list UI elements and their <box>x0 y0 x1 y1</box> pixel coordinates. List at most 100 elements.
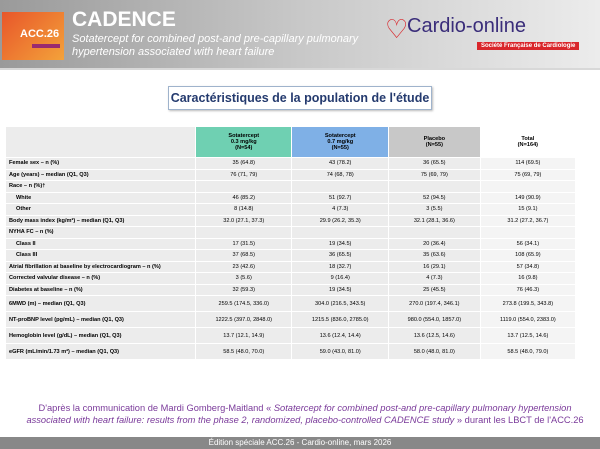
table-cell: 58.0 (48.0, 81.0) <box>387 343 481 360</box>
row-label: Class II <box>5 237 196 250</box>
baseline-table: Sotatercept 0.3 mg/kg (N=54) Sotatercept 0.7… <box>5 126 577 360</box>
table-row: Race – n (%)† <box>5 180 577 193</box>
row-label: Diabetes at baseline – n (%) <box>5 283 196 296</box>
table-cell: 13.7 (12.1, 14.9) <box>194 327 293 344</box>
section-title: Caractéristiques de la population de l'é… <box>168 86 432 110</box>
table-cell <box>291 226 389 239</box>
table-cell: 1215.5 (836.0, 2785.0) <box>291 311 389 328</box>
table-row: White 46 (85.2) 51 (92.7) 52 (94.5) 149 (90.… <box>5 191 577 204</box>
table-cell: 13.7 (12.5, 14.6) <box>479 327 577 344</box>
table-row: Diabetes at baseline – n (%) 32 (59.3) 19 … <box>5 283 577 296</box>
column-header-line: 0.3 mg/kg <box>230 139 257 145</box>
column-header-line: Placebo <box>423 136 446 142</box>
table-cell: 17 (31.5) <box>194 237 293 250</box>
table-cell: 9 (16.4) <box>291 272 389 285</box>
table-cell: 18 (32.7) <box>291 260 389 273</box>
heart-icon: ♡ <box>385 14 409 44</box>
column-header-line: (N=54) <box>235 145 253 151</box>
row-label: Hemoglobin level (g/dL) – median (Q1, Q3… <box>5 327 196 344</box>
column-header-line: 0.7 mg/kg <box>327 139 354 145</box>
table-cell: 75 (69, 79) <box>479 168 577 181</box>
table-cell <box>194 226 293 239</box>
table-cell: 3 (5.5) <box>387 203 481 216</box>
table-cell: 32 (59.3) <box>194 283 293 296</box>
table-row: Class III 37 (68.5) 36 (65.5) 35 (63.6) 108 … <box>5 249 577 262</box>
row-label: NT-proBNP level (pg/mL) – median (Q1, Q3… <box>5 311 196 328</box>
table-cell: 36 (65.5) <box>387 157 481 170</box>
footer: Édition spéciale ACC.26 - Cardio-online,… <box>0 437 600 449</box>
table-cell <box>479 180 577 193</box>
header: ACC.26 CADENCE Sotatercept for combined … <box>0 0 600 70</box>
table-cell: 57 (34.8) <box>479 260 577 273</box>
row-label: Atrial fibrillation at baseline by elect… <box>5 260 196 273</box>
citation: D'après la communication de Mardi Gomber… <box>20 402 590 426</box>
table-row: Atrial fibrillation at baseline by elect… <box>5 260 577 273</box>
table-cell: 46 (85.2) <box>194 191 293 204</box>
table-cell: 23 (42.6) <box>194 260 293 273</box>
table-cell <box>194 180 293 193</box>
row-label: eGFR (mL/min/1.73 m²) – median (Q1, Q3) <box>5 343 196 360</box>
table-cell: 149 (90.9) <box>479 191 577 204</box>
table-cell: 43 (78.2) <box>291 157 389 170</box>
table-cell: 16 (9.8) <box>479 272 577 285</box>
column-header-line: Sotatercept <box>324 133 356 139</box>
table-cell: 51 (92.7) <box>291 191 389 204</box>
header-empty <box>5 126 196 158</box>
table-cell: 108 (65.9) <box>479 249 577 262</box>
row-label: Age (years) – median (Q1, Q3) <box>5 168 196 181</box>
table-row: NT-proBNP level (pg/mL) – median (Q1, Q3… <box>5 311 577 328</box>
table-row: Class II 17 (31.5) 19 (34.5) 20 (36.4) 56 (3… <box>5 237 577 250</box>
table-cell: 36 (65.5) <box>291 249 389 262</box>
column-header-line: (N=55) <box>425 142 443 148</box>
table-cell: 3 (5.6) <box>194 272 293 285</box>
study-title: CADENCE <box>72 8 176 31</box>
table-cell: 75 (69, 79) <box>387 168 481 181</box>
table-cell: 76 (71, 79) <box>194 168 293 181</box>
table-cell: 52 (94.5) <box>387 191 481 204</box>
table-cell: 15 (9.1) <box>479 203 577 216</box>
row-label: 6MWD (m) – median (Q1, Q3) <box>5 295 196 312</box>
table-cell: 19 (34.5) <box>291 283 389 296</box>
table-cell: 13.6 (12.5, 14.6) <box>387 327 481 344</box>
column-header-line: (N=164) <box>517 142 539 148</box>
table-cell: 37 (68.5) <box>194 249 293 262</box>
table-row: Hemoglobin level (g/dL) – median (Q1, Q3… <box>5 327 577 344</box>
row-label: Corrected valvular disease – n (%) <box>5 272 196 285</box>
table-row: Other 8 (14.8) 4 (7.3) 3 (5.5) 15 (9.1) <box>5 203 577 216</box>
table-cell: 1222.5 (397.0, 2848.0) <box>194 311 293 328</box>
table-cell <box>387 226 481 239</box>
table-row: Age (years) – median (Q1, Q3) 76 (71, 79)… <box>5 168 577 181</box>
row-label: White <box>5 191 196 204</box>
table-cell <box>387 180 481 193</box>
badge-text: ACC.26 <box>20 28 60 40</box>
table-cell: 304.0 (216.5, 343.5) <box>291 295 389 312</box>
table-cell: 32.0 (27.1, 37.3) <box>194 214 293 227</box>
row-label: NYHA FC – n (%) <box>5 226 196 239</box>
column-header-line: Sotatercept <box>228 133 260 139</box>
table-cell: 4 (7.3) <box>291 203 389 216</box>
column-header: Sotatercept 0.3 mg/kg (N=54) <box>194 126 293 158</box>
table-cell <box>291 180 389 193</box>
table-cell: 13.6 (12.4, 14.4) <box>291 327 389 344</box>
column-header: Total (N=164) <box>479 126 577 158</box>
citation-post: » durant les LBCT de l'ACC.26 <box>454 415 584 425</box>
acc-badge-logo: ACC.26 <box>2 12 64 60</box>
table-cell: 35 (64.8) <box>194 157 293 170</box>
table-cell: 19 (34.5) <box>291 237 389 250</box>
table-cell: 32.1 (28.1, 36.6) <box>387 214 481 227</box>
table-row: eGFR (mL/min/1.73 m²) – median (Q1, Q3) 5… <box>5 343 577 360</box>
row-label: Female sex – n (%) <box>5 157 196 170</box>
table-cell: 25 (45.5) <box>387 283 481 296</box>
table-cell: 980.0 (554.0, 1857.0) <box>387 311 481 328</box>
logo-tagline: Société Française de Cardiologie <box>477 42 580 50</box>
column-header-line: (N=55) <box>331 145 349 151</box>
study-subtitle: Sotatercept for combined post-and pre-ca… <box>72 33 359 58</box>
table-cell: 16 (29.1) <box>387 260 481 273</box>
table-cell: 114 (69.5) <box>479 157 577 170</box>
table-row: Female sex – n (%) 35 (64.8) 43 (78.2) 36 (… <box>5 157 577 170</box>
row-label: Other <box>5 203 196 216</box>
column-header: Sotatercept 0.7 mg/kg (N=55) <box>291 126 389 158</box>
citation-pre: D'après la communication de Mardi Gomber… <box>38 403 274 413</box>
table-cell: 8 (14.8) <box>194 203 293 216</box>
table-cell: 35 (63.6) <box>387 249 481 262</box>
